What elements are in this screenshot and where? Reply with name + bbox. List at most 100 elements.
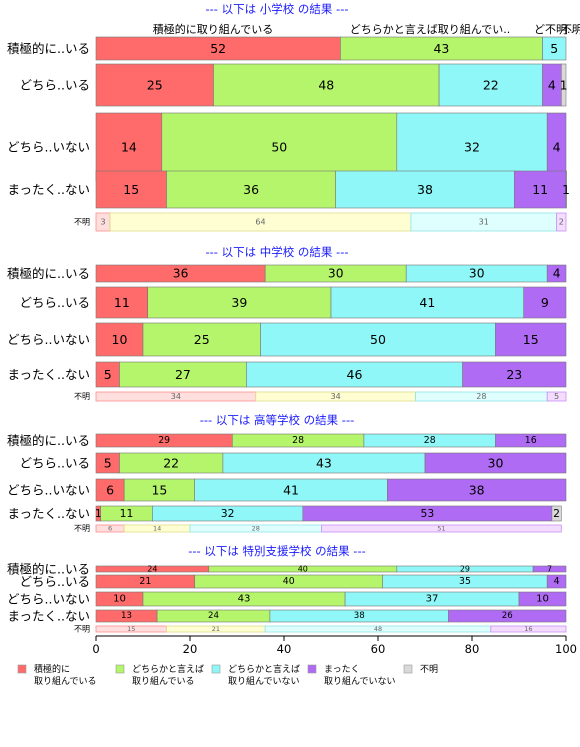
x-tick-label: 0 bbox=[92, 642, 99, 656]
data-label: 22 bbox=[483, 78, 499, 93]
data-label: 50 bbox=[370, 332, 386, 347]
row-label: まったく..ない bbox=[8, 609, 90, 624]
data-label: 50 bbox=[271, 140, 287, 155]
data-label: 16 bbox=[525, 435, 537, 446]
data-label: 41 bbox=[283, 483, 299, 498]
data-label-unknown: 34 bbox=[171, 392, 181, 401]
data-label: 43 bbox=[316, 456, 332, 471]
bar-segment bbox=[495, 322, 567, 357]
data-label: 24 bbox=[208, 611, 219, 621]
legend-label: 取り組んでいる bbox=[132, 675, 195, 687]
data-label: 46 bbox=[347, 367, 363, 382]
data-label: 29 bbox=[460, 565, 470, 574]
data-label: 4 bbox=[554, 576, 560, 587]
panel-2: --- 以下は 中学校 の結果 --- 積極的に..いる 36 30 30 4 どちら..い… bbox=[7, 245, 567, 402]
data-label-unknown: 15 bbox=[127, 625, 135, 633]
data-label: 13 bbox=[121, 611, 132, 621]
data-label: 15 bbox=[523, 332, 539, 347]
panel-4: --- 以下は 特別支援学校 の結果 --- 積極的に..いる 24 40 29 7 どちら… bbox=[7, 544, 567, 634]
row-label: どちら..いない bbox=[7, 483, 90, 498]
row-label: まったく..ない bbox=[8, 506, 90, 521]
data-label: 35 bbox=[459, 576, 471, 587]
panel-title: --- 以下は 高等学校 の結果 --- bbox=[200, 413, 355, 427]
legend-swatch bbox=[403, 664, 413, 674]
data-label: 38 bbox=[354, 611, 365, 621]
bar-segment bbox=[424, 452, 567, 474]
data-label: 32 bbox=[221, 507, 235, 520]
data-label: 52 bbox=[210, 41, 226, 56]
data-label-unknown: 21 bbox=[212, 625, 220, 633]
data-label: 5 bbox=[550, 41, 558, 56]
row-label: どちら..いない bbox=[7, 140, 90, 155]
legend-label: 取り組んでいる bbox=[34, 675, 97, 687]
bar-segment-unknown bbox=[490, 625, 567, 633]
data-label: 48 bbox=[318, 78, 334, 93]
bar-segment bbox=[147, 286, 332, 319]
legend-label: 不明 bbox=[420, 664, 438, 675]
data-label: 10 bbox=[112, 332, 128, 347]
x-tick-label: 20 bbox=[183, 642, 198, 656]
data-label-unknown: 28 bbox=[476, 392, 486, 401]
data-label: 30 bbox=[488, 456, 504, 471]
data-label: 27 bbox=[175, 367, 191, 382]
bar-segment bbox=[513, 170, 567, 209]
data-label: 40 bbox=[298, 565, 308, 574]
row-label: どちら..いない bbox=[7, 592, 90, 607]
x-tick-label: 40 bbox=[277, 642, 292, 656]
bar-segment bbox=[448, 609, 567, 623]
row-label-unknown: 不明 bbox=[74, 524, 90, 533]
data-label: 1 bbox=[560, 78, 568, 93]
bar-segment bbox=[161, 112, 398, 182]
row-label-unknown: 不明 bbox=[74, 625, 90, 634]
data-label: 38 bbox=[469, 483, 485, 498]
data-label: 40 bbox=[283, 576, 295, 587]
data-label: 4 bbox=[553, 140, 561, 155]
legend-swatch bbox=[115, 664, 125, 674]
legend-label: 取り組んでいない bbox=[228, 675, 300, 687]
row-label-unknown: 不明 bbox=[74, 392, 90, 401]
data-label: 53 bbox=[420, 507, 434, 520]
bar-segment bbox=[95, 170, 167, 209]
bar-segment bbox=[95, 112, 163, 182]
panel-1: --- 以下は 小学校 の結果 --- 積極的に取り組んでいる どちらかと言えば取り… bbox=[7, 2, 580, 232]
data-label: 25 bbox=[194, 332, 210, 347]
bar-segment bbox=[95, 63, 214, 107]
bar-segment bbox=[166, 170, 336, 209]
data-label: 22 bbox=[163, 456, 179, 471]
data-label: 4 bbox=[548, 78, 556, 93]
bar-segment bbox=[142, 322, 261, 357]
data-label: 39 bbox=[231, 295, 247, 310]
data-label: 5 bbox=[104, 456, 112, 471]
data-label-unknown: 3 bbox=[101, 218, 106, 227]
legend-item: 不明 bbox=[403, 664, 438, 675]
legend-swatch bbox=[307, 664, 317, 674]
bar-segment bbox=[551, 505, 562, 522]
data-label: 15 bbox=[123, 182, 139, 197]
data-label: 11 bbox=[114, 295, 130, 310]
data-label-unknown: 51 bbox=[437, 525, 445, 533]
data-label: 2 bbox=[553, 507, 560, 520]
data-label: 15 bbox=[151, 483, 167, 498]
header-label: 不明 bbox=[561, 23, 580, 36]
bar-segment bbox=[518, 591, 567, 607]
row-label: どちら..いない bbox=[7, 332, 90, 347]
row-label: どちら..いる bbox=[20, 456, 90, 471]
panel-title: --- 以下は 中学校 の結果 --- bbox=[205, 245, 348, 259]
x-tick-label: 80 bbox=[465, 642, 480, 656]
data-label: 6 bbox=[106, 483, 114, 498]
data-label: 24 bbox=[147, 565, 157, 574]
data-label-unknown: 14 bbox=[153, 525, 161, 533]
data-label: 25 bbox=[147, 78, 163, 93]
data-label: 9 bbox=[541, 295, 549, 310]
data-label: 14 bbox=[121, 140, 137, 155]
data-label: 5 bbox=[104, 367, 112, 382]
bar-segment bbox=[387, 478, 567, 502]
data-label: 4 bbox=[553, 267, 561, 281]
legend-swatch bbox=[17, 664, 27, 674]
data-label: 32 bbox=[464, 140, 480, 155]
data-label: 36 bbox=[173, 267, 189, 281]
bar-segment bbox=[546, 264, 567, 283]
row-label: まったく..ない bbox=[8, 367, 90, 382]
bar-segment bbox=[335, 170, 515, 209]
